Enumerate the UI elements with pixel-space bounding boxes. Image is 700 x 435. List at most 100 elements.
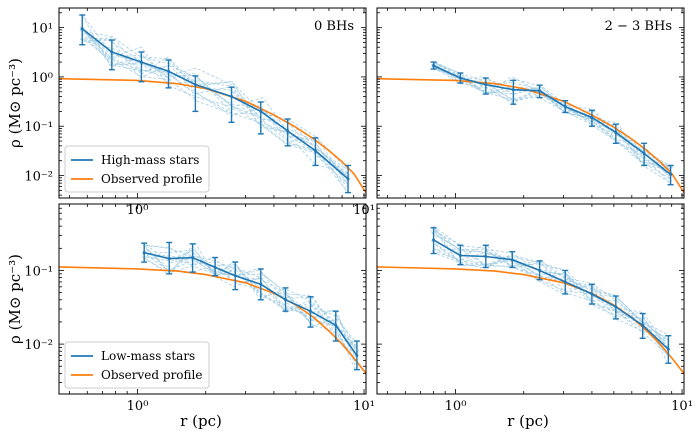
data-point [458, 76, 462, 80]
error-bar [612, 123, 619, 145]
data-point [590, 116, 594, 120]
x-tick-label: 10⁰ [127, 399, 149, 414]
error-bar [282, 287, 289, 312]
data-point [666, 347, 670, 351]
data-point [80, 27, 84, 31]
data-point [563, 280, 567, 284]
mean-profile-line [433, 64, 672, 176]
error-bar [562, 99, 569, 114]
error-bar [192, 75, 199, 113]
error-bar [284, 118, 291, 147]
data-point [590, 292, 594, 296]
y-tick-label: 10⁻¹ [24, 120, 53, 135]
mean-profile-line [433, 239, 669, 350]
error-bar [509, 250, 516, 269]
x-tick-label: 10¹ [353, 203, 375, 218]
simulation-line [79, 26, 349, 177]
data-point [191, 256, 195, 260]
error-bar [667, 164, 674, 186]
simulation-line [432, 225, 668, 343]
x-tick-label: 10¹ [671, 399, 693, 414]
simulation-line [432, 68, 671, 176]
simulation-line [430, 231, 667, 344]
y-tick-label: 10⁰ [31, 71, 53, 86]
data-point [642, 151, 646, 155]
axes-frame [376, 7, 685, 199]
simulation-line [435, 244, 670, 356]
error-bar [430, 61, 437, 70]
error-bar [641, 142, 648, 167]
data-point [355, 354, 359, 358]
data-point [538, 89, 542, 93]
simulation-line [431, 66, 671, 167]
simulation-line [142, 256, 356, 346]
data-point [563, 105, 567, 109]
mean-profile-line [81, 28, 349, 180]
data-point [139, 60, 143, 64]
simulation-line [79, 28, 350, 194]
error-bar [665, 335, 672, 364]
simulation-line [432, 65, 673, 169]
x-tick-label: 10⁰ [127, 203, 149, 218]
simulation-line [82, 38, 349, 184]
legend-label: Observed profile [101, 368, 202, 382]
data-point [142, 251, 146, 255]
panel-annotation: 0 BHs [314, 19, 354, 34]
error-bar [510, 79, 517, 105]
simulation-line [434, 230, 671, 348]
error-bar [228, 86, 235, 124]
error-bar [457, 244, 464, 266]
x-tick-label: 10⁰ [445, 399, 467, 414]
error-bar [353, 340, 360, 371]
observed-profile-line [377, 266, 684, 374]
axes-frame [376, 203, 685, 395]
data-point [614, 305, 618, 309]
data-point [308, 309, 312, 313]
simulation-line [83, 29, 351, 179]
data-point [167, 69, 171, 73]
data-point [167, 257, 171, 261]
panel-top-right: 2 − 3 BHs [376, 7, 685, 199]
x-axis-label-right: r (pc) [507, 412, 549, 430]
simulation-line [430, 240, 668, 362]
error-bar [482, 244, 489, 269]
legend-label: Observed profile [101, 172, 202, 186]
error-bar [482, 77, 489, 95]
data-point [259, 282, 263, 286]
error-bar [536, 260, 543, 281]
error-bar [588, 109, 595, 127]
simulation-line [431, 233, 668, 338]
legend: Low-mass stars Observed profile [64, 341, 210, 389]
error-bar [108, 39, 115, 71]
data-point [510, 258, 514, 262]
y-axis-label-top: ρ (M⊙ pc⁻³) [6, 58, 24, 148]
simulation-line [432, 226, 669, 350]
data-point [233, 274, 237, 278]
error-bar [639, 312, 646, 339]
simulation-line [145, 244, 360, 354]
error-bar [232, 261, 239, 291]
error-bar [562, 269, 569, 295]
x-axis-label-left: r (pc) [180, 412, 222, 430]
data-point [511, 88, 515, 92]
simulation-line [432, 62, 670, 174]
observed-profile-line [377, 77, 684, 194]
error-bar [588, 283, 595, 305]
simulation-line [82, 15, 347, 183]
panel-bottom-right: 10⁰ 10¹ [376, 203, 693, 414]
y-axis-label-bottom: ρ (M⊙ pc⁻³) [6, 254, 24, 344]
error-bar [189, 243, 196, 273]
error-bar [141, 242, 148, 263]
data-point [110, 50, 114, 54]
error-bar [536, 84, 543, 99]
data-point [484, 83, 488, 87]
y-tick-label: 10⁻¹ [24, 264, 53, 279]
data-point [286, 129, 290, 133]
simulation-line [431, 226, 670, 342]
error-bar [430, 227, 437, 255]
error-bar [165, 59, 172, 89]
data-point [193, 83, 197, 87]
simulation-line [146, 244, 360, 365]
simulation-line [146, 256, 357, 343]
